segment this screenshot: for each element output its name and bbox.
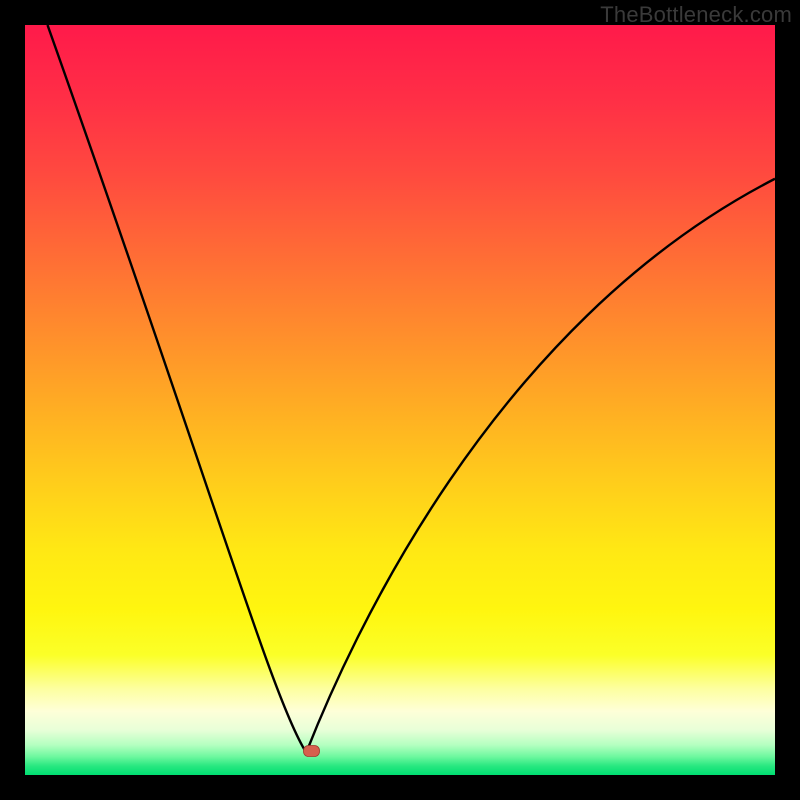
watermark-text: TheBottleneck.com [600, 2, 792, 28]
chart-container: TheBottleneck.com [0, 0, 800, 800]
gradient-background [25, 25, 775, 775]
bottleneck-chart [0, 0, 800, 800]
optimal-point-marker [304, 746, 320, 757]
